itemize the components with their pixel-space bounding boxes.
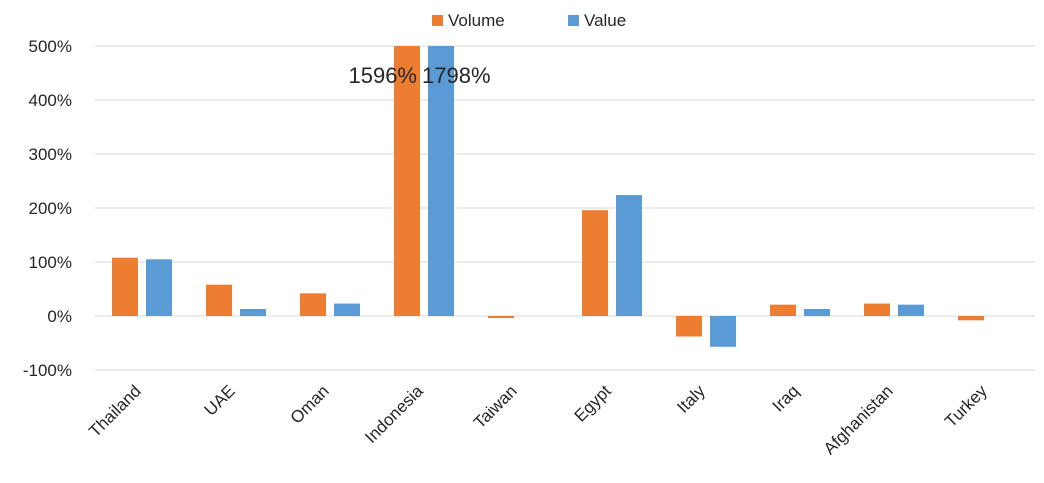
- bar-value-iraq: [804, 308, 830, 316]
- x-tick-label: Italy: [673, 381, 709, 417]
- bar-volume-italy: [676, 316, 702, 337]
- bar-volume-egypt: [582, 210, 608, 316]
- y-tick-label: 0%: [47, 307, 72, 326]
- y-tick-label: -100%: [23, 361, 72, 380]
- y-tick-label: 200%: [29, 199, 72, 218]
- y-tick-label: 100%: [29, 253, 72, 272]
- bar-volume-uae: [206, 284, 232, 316]
- bar-value-indonesia: [428, 46, 454, 316]
- x-tick-label: UAE: [201, 381, 239, 419]
- bars: [112, 46, 984, 347]
- bar-volume-oman: [300, 293, 326, 316]
- y-tick-label: 500%: [29, 37, 72, 56]
- data-label: 1798%: [422, 63, 491, 88]
- legend-swatch-value: [568, 15, 579, 26]
- annotations: 1596% 1798%: [348, 63, 490, 88]
- bar-volume-indonesia: [394, 46, 420, 316]
- bar-value-oman: [334, 303, 360, 316]
- x-tick-label: Egypt: [571, 381, 615, 425]
- x-tick-label: Afghanistan: [820, 381, 897, 458]
- x-axis-ticks: Thailand UAE Oman Indonesia Taiwan Egypt Italy…: [85, 381, 991, 458]
- legend-label-value: Value: [584, 11, 626, 30]
- x-tick-label: Oman: [287, 381, 333, 427]
- legend: Volume Value: [432, 11, 626, 30]
- x-tick-label: Indonesia: [361, 381, 427, 447]
- x-tick-label: Iraq: [769, 381, 803, 415]
- bar-volume-turkey: [958, 316, 984, 321]
- x-tick-label: Thailand: [85, 381, 145, 441]
- data-label: 1596%: [348, 63, 417, 88]
- legend-label-volume: Volume: [448, 11, 505, 30]
- legend-swatch-volume: [432, 15, 443, 26]
- bar-volume-iraq: [770, 304, 796, 316]
- bar-value-afghanistan: [898, 304, 924, 316]
- y-tick-label: 400%: [29, 91, 72, 110]
- x-tick-label: Turkey: [941, 381, 991, 431]
- bar-volume-taiwan: [488, 316, 514, 318]
- bar-value-thailand: [146, 259, 172, 316]
- y-axis-ticks: -100% 0% 100% 200% 300% 400% 500%: [23, 37, 72, 380]
- bar-volume-thailand: [112, 257, 138, 316]
- x-tick-label: Taiwan: [470, 381, 521, 432]
- bar-value-uae: [240, 308, 266, 316]
- gridlines: [95, 45, 1035, 371]
- bar-value-egypt: [616, 195, 642, 316]
- bar-volume-afghanistan: [864, 303, 890, 316]
- bar-value-italy: [710, 316, 736, 347]
- y-tick-label: 300%: [29, 145, 72, 164]
